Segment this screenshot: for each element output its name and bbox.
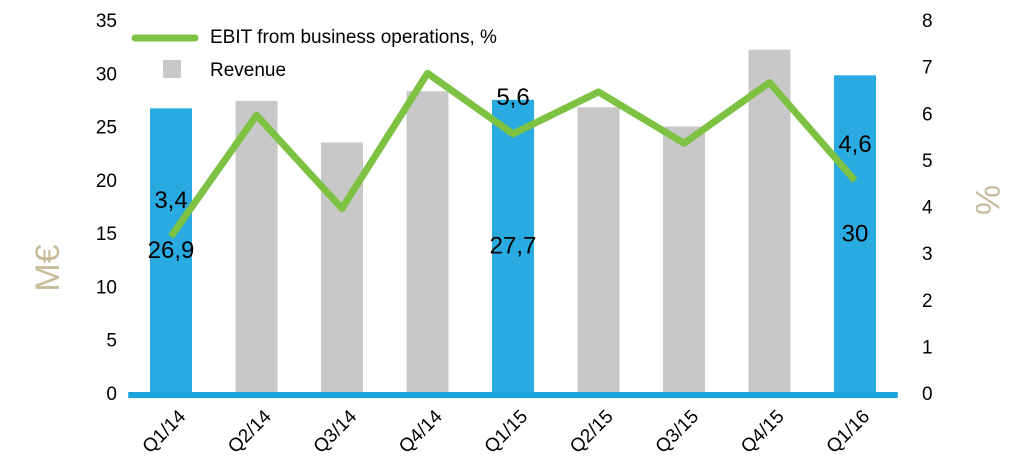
y-tick-label: 35 bbox=[96, 11, 117, 32]
line-value-label: 3,4 bbox=[154, 187, 187, 214]
y2-tick-label: 2 bbox=[922, 291, 933, 312]
y2-axis-label: % bbox=[968, 185, 1006, 215]
legend-label: Revenue bbox=[210, 60, 286, 81]
x-tick-label: Q1/15 bbox=[481, 406, 532, 457]
x-tick-label: Q1/14 bbox=[139, 406, 191, 458]
y-tick-label: 25 bbox=[96, 118, 117, 139]
line-value-label: 4,6 bbox=[838, 131, 871, 158]
bar bbox=[577, 107, 620, 395]
bar bbox=[834, 75, 876, 396]
y2-tick-label: 1 bbox=[922, 337, 933, 358]
y2-tick-label: 4 bbox=[922, 198, 933, 219]
y2-tick-label: 8 bbox=[922, 11, 933, 32]
x-tick-label: Q4/15 bbox=[737, 406, 788, 457]
legend-swatch bbox=[163, 60, 181, 78]
y2-tick-label: 0 bbox=[922, 384, 933, 405]
y-axis-label: M€ bbox=[29, 244, 67, 291]
y-tick-label: 15 bbox=[96, 224, 117, 245]
y-tick-label: 30 bbox=[96, 64, 117, 85]
y2-tick-label: 6 bbox=[922, 104, 933, 125]
bar-value-label: 26,9 bbox=[148, 237, 195, 264]
x-tick-label: Q4/14 bbox=[395, 406, 447, 458]
bar bbox=[150, 108, 192, 395]
line-value-label: 5,6 bbox=[496, 84, 529, 111]
bar bbox=[406, 91, 449, 396]
x-tick-label: Q3/14 bbox=[310, 406, 362, 458]
bar bbox=[663, 126, 705, 395]
y-tick-label: 20 bbox=[96, 171, 117, 192]
y-tick-label: 5 bbox=[106, 331, 117, 352]
x-tick-label: Q3/15 bbox=[652, 406, 703, 457]
y2-tick-label: 7 bbox=[922, 58, 933, 79]
line bbox=[168, 69, 858, 239]
legend-label: EBIT from business operations, % bbox=[210, 27, 497, 48]
bar bbox=[235, 100, 278, 395]
bar-value-label: 27,7 bbox=[490, 233, 537, 260]
bar bbox=[748, 49, 791, 396]
bar bbox=[492, 99, 534, 395]
x-tick-label: Q2/14 bbox=[224, 406, 276, 458]
x-tick-label: Q2/15 bbox=[566, 406, 617, 457]
y-tick-label: 0 bbox=[106, 384, 117, 405]
x-tick-label: Q1/16 bbox=[823, 406, 874, 457]
y2-tick-label: 5 bbox=[922, 151, 933, 172]
y-tick-label: 10 bbox=[96, 277, 117, 298]
bar-value-label: 30 bbox=[842, 220, 869, 247]
y2-tick-label: 3 bbox=[922, 244, 933, 265]
